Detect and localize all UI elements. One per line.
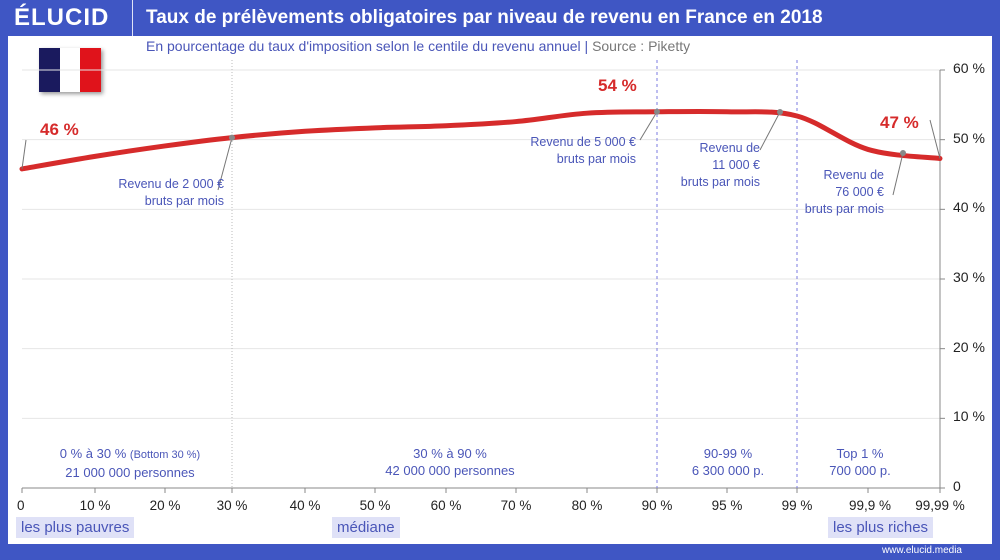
- y-tick-label: 20 %: [953, 338, 985, 355]
- x-tick-label: 99,9 %: [848, 498, 892, 513]
- x-tick-label: 90 %: [641, 498, 673, 513]
- brand-logo: ÉLUCID: [14, 4, 110, 31]
- group-count: 42 000 000 personnes: [385, 463, 515, 478]
- annotation-line: Revenu de: [823, 168, 884, 182]
- group-top-1: Top 1 % 700 000 p.: [800, 445, 920, 479]
- group-count: 6 300 000 p.: [691, 463, 765, 478]
- group-range: 90-99 %: [703, 446, 753, 461]
- source: Source : Piketty: [592, 38, 691, 54]
- annotation-76000: Revenu de 76 000 € bruts par mois: [790, 167, 884, 218]
- data-point: [229, 134, 235, 141]
- annotation-line: 11 000 €: [712, 158, 760, 172]
- x-tick-label: 99 %: [781, 498, 813, 513]
- annotation-line: bruts par mois: [144, 194, 224, 208]
- group-range: Top 1 %: [836, 446, 884, 461]
- annotation-5000: Revenu de 5 000 € bruts par mois: [480, 134, 636, 168]
- callout-line: [217, 137, 233, 191]
- group-30-90: 30 % à 90 % 42 000 000 personnes: [330, 445, 570, 479]
- annotation-line: bruts par mois: [556, 152, 636, 166]
- x-tick-label: 40 %: [289, 498, 321, 513]
- annotation-11000: Revenu de 11 000 € bruts par mois: [660, 140, 760, 191]
- callout-line: [21, 139, 27, 169]
- annotation-line: 76 000 €: [835, 185, 884, 199]
- chart-subtitle: En pourcentage du taux d'imposition selo…: [146, 38, 691, 54]
- group-note: (Bottom 30 %): [129, 449, 201, 461]
- group-count: 700 000 p.: [829, 463, 891, 478]
- group-range: 0 % à 30 %: [59, 446, 127, 461]
- label-peak: 54 %: [598, 76, 637, 95]
- series-line: [19, 108, 943, 172]
- group-range: 30 % à 90 %: [413, 446, 487, 461]
- x-tick-label: 0: [17, 498, 25, 513]
- website-url: www.elucid.media: [881, 545, 962, 556]
- header-divider: [132, 0, 133, 36]
- y-tick-label: 10 %: [953, 408, 985, 425]
- y-tick-label: 40 %: [953, 199, 985, 216]
- x-tick-label: 99,99 %: [915, 498, 965, 513]
- group-90-99: 90-99 % 6 300 000 p.: [662, 445, 794, 479]
- data-point: [900, 150, 906, 156]
- group-count: 21 000 000 personnes: [65, 465, 195, 480]
- annotation-2000: Revenu de 2 000 € bruts par mois: [60, 176, 224, 210]
- data-point: [777, 109, 783, 115]
- subtitle-text: En pourcentage du taux d'imposition selo…: [146, 38, 581, 54]
- annotation-line: bruts par mois: [804, 202, 884, 216]
- callout-line: [892, 152, 904, 196]
- annotation-line: Revenu de 2 000 €: [118, 177, 224, 191]
- x-tick-label: 50 %: [359, 498, 391, 513]
- x-tick-label: 20 %: [149, 498, 181, 513]
- label-start: 46 %: [40, 120, 79, 139]
- annotation-line: bruts par mois: [680, 175, 760, 189]
- y-tick-label: 0: [953, 478, 961, 494]
- tag-poorest: les plus pauvres: [16, 517, 135, 538]
- y-tick-label: 60 %: [953, 60, 985, 76]
- annotation-line: Revenu de: [699, 141, 760, 155]
- x-tick-label: 70 %: [500, 498, 532, 513]
- callout-line: [759, 111, 781, 151]
- x-tick-label: 80 %: [571, 498, 603, 513]
- tag-richest: les plus riches: [828, 517, 934, 538]
- y-tick-label: 30 %: [953, 269, 985, 285]
- callout-line: [639, 111, 658, 141]
- label-end: 47 %: [880, 113, 919, 132]
- x-tick-label: 95 %: [711, 498, 743, 513]
- tag-median: médiane: [332, 517, 400, 538]
- x-tick-label: 30 %: [216, 498, 248, 513]
- callout-line: [929, 119, 941, 159]
- x-tick-label: 10 %: [79, 498, 111, 513]
- group-bottom-30: 0 % à 30 % (Bottom 30 %) 21 000 000 perso…: [30, 445, 230, 481]
- annotation-line: Revenu de 5 000 €: [530, 135, 636, 149]
- y-tick-label: 50 %: [953, 129, 985, 146]
- x-tick-label: 60 %: [430, 498, 462, 513]
- data-point: [654, 108, 660, 115]
- chart-title: Taux de prélèvements obligatoires par ni…: [146, 7, 823, 28]
